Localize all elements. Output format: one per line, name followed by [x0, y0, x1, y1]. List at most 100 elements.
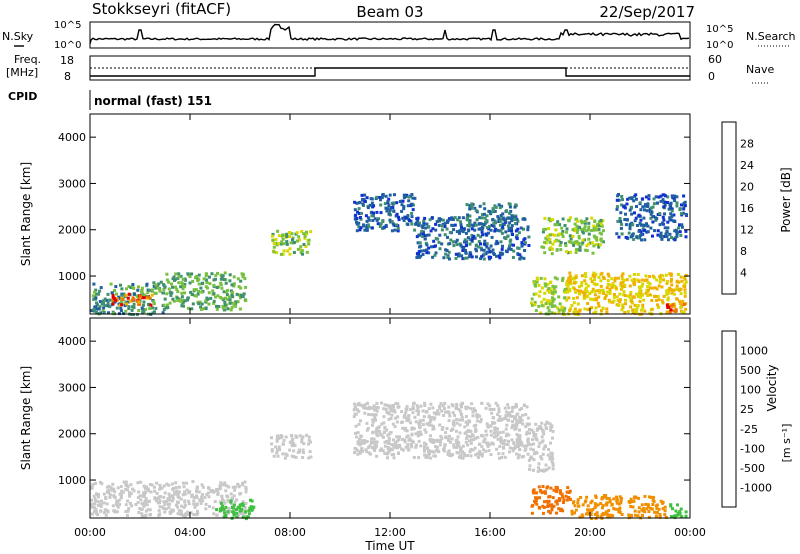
heatmap-cell: [584, 499, 588, 503]
heatmap-cell: [116, 486, 120, 490]
heatmap-cell: [140, 286, 144, 290]
heatmap-cell: [410, 445, 414, 449]
x-tick-label: 08:00: [274, 526, 306, 539]
heatmap-cell: [535, 278, 539, 282]
heatmap-cell: [95, 307, 99, 311]
heatmap-cell: [249, 505, 253, 509]
heatmap-cell: [624, 302, 627, 306]
heatmap-cell: [290, 444, 294, 448]
heatmap-cell: [578, 308, 582, 312]
heatmap-cell: [619, 281, 623, 285]
heatmap-cell: [305, 232, 309, 236]
heatmap-cell: [677, 226, 680, 230]
heatmap-cell: [413, 415, 417, 419]
heatmap-cell: [430, 245, 433, 249]
heatmap-cell: [224, 505, 228, 509]
heatmap-cell: [493, 421, 497, 425]
heatmap-cell: [572, 243, 576, 247]
heatmap-cell: [247, 509, 251, 513]
heatmap-cell: [165, 303, 169, 307]
heatmap-cell: [535, 491, 538, 495]
heatmap-cell: [684, 514, 688, 518]
heatmap-cell: [550, 302, 554, 306]
heatmap-cell: [451, 224, 455, 227]
heatmap-cell: [293, 240, 297, 244]
heatmap-cell: [167, 506, 171, 510]
heatmap-cell: [396, 415, 400, 419]
heatmap-cell: [148, 296, 151, 300]
heatmap-cell: [550, 218, 554, 222]
heatmap-cell: [557, 295, 561, 299]
heatmap-cell: [578, 285, 581, 289]
heatmap-cell: [386, 207, 390, 211]
heatmap-cell: [357, 225, 361, 229]
heatmap-cell: [237, 485, 241, 489]
heatmap-cell: [587, 232, 591, 236]
heatmap-cell: [191, 293, 194, 297]
heatmap-cell: [601, 307, 605, 311]
heatmap-cell: [427, 251, 431, 255]
heatmap-cell: [649, 506, 653, 510]
heatmap-cell: [501, 222, 505, 226]
heatmap-cell: [140, 512, 144, 516]
heatmap-cell: [120, 303, 124, 307]
heatmap-cell: [355, 201, 359, 205]
heatmap-cell: [447, 217, 451, 221]
heatmap-cell: [578, 225, 582, 229]
heatmap-cell: [380, 196, 384, 200]
heatmap-cell: [634, 216, 638, 220]
heatmap-cell: [615, 501, 619, 505]
heatmap-cell: [666, 195, 670, 199]
heatmap-cell: [465, 436, 468, 440]
heatmap-cell: [241, 272, 245, 276]
heatmap-cell: [383, 403, 387, 407]
heatmap-cell: [448, 434, 451, 438]
heatmap-cell: [386, 433, 390, 437]
heatmap-cell: [666, 296, 670, 300]
heatmap-cell: [283, 456, 287, 460]
heatmap-cell: [469, 448, 473, 451]
heatmap-cell: [148, 307, 152, 311]
heatmap-cell: [612, 507, 616, 511]
heatmap-cell: [231, 295, 235, 299]
heatmap-cell: [220, 296, 224, 300]
heatmap-cell: [214, 295, 217, 299]
heatmap-cell: [307, 456, 311, 460]
heatmap-cell: [510, 224, 514, 228]
x-tick-label: 04:00: [174, 526, 206, 539]
heatmap-cell: [564, 242, 567, 246]
heatmap-cell: [518, 408, 522, 412]
heatmap-cell: [465, 203, 469, 207]
heatmap-cell: [454, 252, 458, 256]
heatmap-cell: [553, 223, 557, 227]
heatmap-cell: [546, 238, 550, 242]
heatmap-cell: [418, 420, 422, 424]
heatmap-cell: [434, 412, 438, 416]
heatmap-cell: [190, 493, 194, 497]
heatmap-cell: [194, 288, 198, 292]
heatmap-cell: [291, 238, 294, 242]
heatmap-cell: [596, 301, 600, 305]
heatmap-cell: [147, 303, 150, 307]
heatmap-cell: [434, 448, 438, 452]
heatmap-cell: [189, 511, 193, 515]
heatmap-cell: [242, 509, 246, 513]
heatmap-cell: [490, 223, 494, 227]
heatmap-cell: [238, 503, 242, 507]
heatmap-cell: [508, 446, 512, 450]
heatmap-cell: [191, 279, 195, 283]
heatmap-cell: [410, 202, 414, 206]
heatmap-cell: [417, 223, 421, 227]
heatmap-cell: [226, 307, 230, 311]
heatmap-cell: [662, 278, 666, 282]
heatmap-cell: [427, 225, 431, 229]
heatmap-cell: [392, 209, 396, 213]
heatmap-cell: [96, 493, 99, 497]
heatmap-cell: [145, 485, 148, 489]
heatmap-cell: [516, 227, 520, 231]
heatmap-cell: [540, 469, 544, 473]
heatmap-cell: [555, 248, 559, 252]
heatmap-cell: [391, 422, 395, 426]
heatmap-cell: [233, 485, 237, 489]
heatmap-cell: [593, 289, 597, 293]
